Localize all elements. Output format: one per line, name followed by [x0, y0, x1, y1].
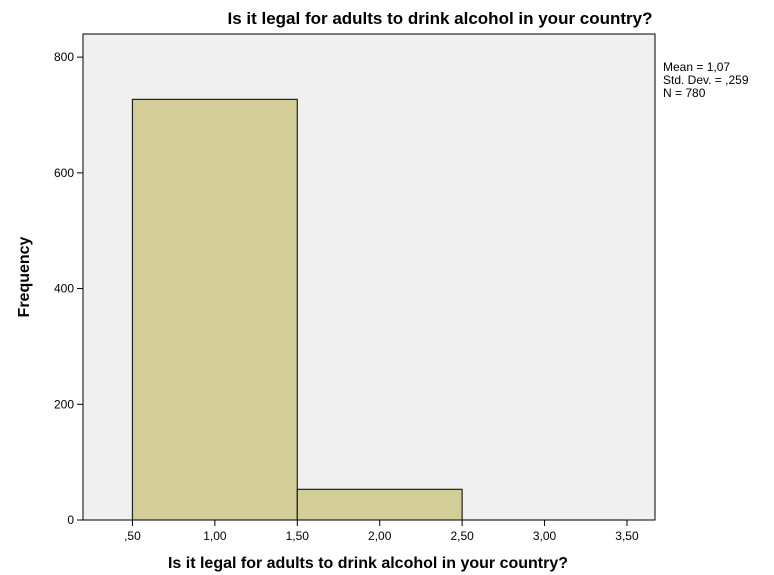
stat-n: N = 780 [663, 86, 706, 100]
chart-title: Is it legal for adults to drink alcohol … [227, 9, 652, 28]
histogram-bar-2 [296, 488, 463, 521]
y-tick-label: 800 [54, 50, 74, 64]
histogram-bar-1 [131, 98, 298, 521]
x-tick-label: 2,00 [368, 529, 392, 543]
x-tick-label: 3,50 [615, 529, 639, 543]
y-tick-label: 200 [54, 397, 74, 411]
x-axis: ,50 1,00 1,50 2,00 2,50 3,00 3,50 [124, 520, 639, 543]
y-tick-label: 400 [54, 282, 74, 296]
stat-std-dev: Std. Dev. = ,259 [663, 73, 749, 87]
bars-group [131, 98, 628, 521]
x-tick-label: 3,00 [533, 529, 557, 543]
y-axis: 0 200 400 600 800 [54, 50, 83, 527]
y-axis-label: Frequency [16, 236, 33, 317]
y-tick-label: 0 [67, 513, 74, 527]
x-tick-label: 1,50 [286, 529, 310, 543]
x-tick-label: ,50 [124, 529, 141, 543]
x-tick-label: 1,00 [203, 529, 227, 543]
x-axis-label: Is it legal for adults to drink alcohol … [168, 555, 568, 572]
y-tick-label: 600 [54, 166, 74, 180]
x-tick-label: 2,50 [450, 529, 474, 543]
stat-mean: Mean = 1,07 [663, 60, 730, 74]
